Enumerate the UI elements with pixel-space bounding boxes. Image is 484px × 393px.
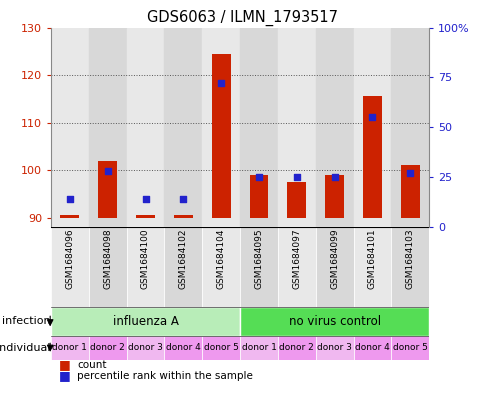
Bar [51, 307, 240, 336]
Text: donor 1: donor 1 [52, 343, 87, 352]
Text: GSM1684099: GSM1684099 [330, 229, 338, 289]
Text: influenza A: influenza A [112, 315, 178, 328]
Bar [277, 28, 315, 227]
Point [330, 174, 338, 180]
Bar [51, 227, 89, 307]
Point [292, 174, 300, 180]
Text: GSM1684102: GSM1684102 [179, 229, 187, 289]
Point [255, 174, 262, 180]
Bar [89, 336, 126, 360]
Bar [353, 336, 391, 360]
Bar [173, 215, 193, 218]
Text: count: count [77, 360, 106, 370]
Text: GDS6063 / ILMN_1793517: GDS6063 / ILMN_1793517 [147, 10, 337, 26]
Text: GSM1684101: GSM1684101 [367, 229, 376, 289]
Bar [98, 161, 117, 218]
Bar [315, 336, 353, 360]
Text: donor 1: donor 1 [241, 343, 276, 352]
Bar [60, 215, 79, 218]
Bar [211, 54, 230, 218]
Text: percentile rank within the sample: percentile rank within the sample [77, 371, 253, 381]
Bar [51, 336, 89, 360]
Text: GSM1684100: GSM1684100 [141, 229, 150, 289]
Text: GSM1684103: GSM1684103 [405, 229, 414, 289]
Point [217, 80, 225, 86]
Bar [126, 227, 164, 307]
Bar [400, 165, 419, 218]
Bar [362, 96, 381, 218]
Bar [89, 227, 126, 307]
Text: ■: ■ [59, 369, 70, 382]
Text: donor 5: donor 5 [203, 343, 238, 352]
Bar [51, 28, 89, 227]
Bar [202, 227, 240, 307]
Bar [126, 336, 164, 360]
Bar [164, 28, 202, 227]
Text: ■: ■ [59, 358, 70, 371]
Text: donor 3: donor 3 [317, 343, 351, 352]
Text: donor 5: donor 5 [392, 343, 427, 352]
Bar [240, 28, 277, 227]
Bar [249, 175, 268, 218]
Text: GSM1684104: GSM1684104 [216, 229, 225, 289]
Text: no virus control: no virus control [288, 315, 380, 328]
Text: donor 2: donor 2 [279, 343, 314, 352]
Bar [353, 28, 391, 227]
Bar [89, 28, 126, 227]
Bar [136, 215, 154, 218]
Bar [353, 227, 391, 307]
Bar [240, 227, 277, 307]
Bar [240, 307, 428, 336]
Point [406, 170, 413, 176]
Bar [202, 28, 240, 227]
Text: GSM1684098: GSM1684098 [103, 229, 112, 289]
Text: donor 4: donor 4 [354, 343, 389, 352]
Bar [277, 227, 315, 307]
Bar [126, 28, 164, 227]
Bar [240, 336, 277, 360]
Text: donor 4: donor 4 [166, 343, 200, 352]
Text: infection: infection [1, 316, 50, 326]
Bar [164, 227, 202, 307]
Bar [315, 227, 353, 307]
Text: donor 2: donor 2 [90, 343, 125, 352]
Bar [391, 227, 428, 307]
Bar [287, 182, 306, 218]
Point [66, 196, 74, 202]
Point [179, 196, 187, 202]
Text: GSM1684095: GSM1684095 [254, 229, 263, 289]
Bar [315, 28, 353, 227]
Text: individual: individual [0, 343, 50, 353]
Point [368, 114, 376, 121]
Bar [324, 175, 344, 218]
Bar [391, 336, 428, 360]
Bar [164, 336, 202, 360]
Text: GSM1684097: GSM1684097 [292, 229, 301, 289]
Bar [391, 28, 428, 227]
Point [141, 196, 149, 202]
Point [104, 168, 111, 174]
Bar [277, 336, 315, 360]
Text: GSM1684096: GSM1684096 [65, 229, 74, 289]
Text: donor 3: donor 3 [128, 343, 163, 352]
Bar [202, 336, 240, 360]
